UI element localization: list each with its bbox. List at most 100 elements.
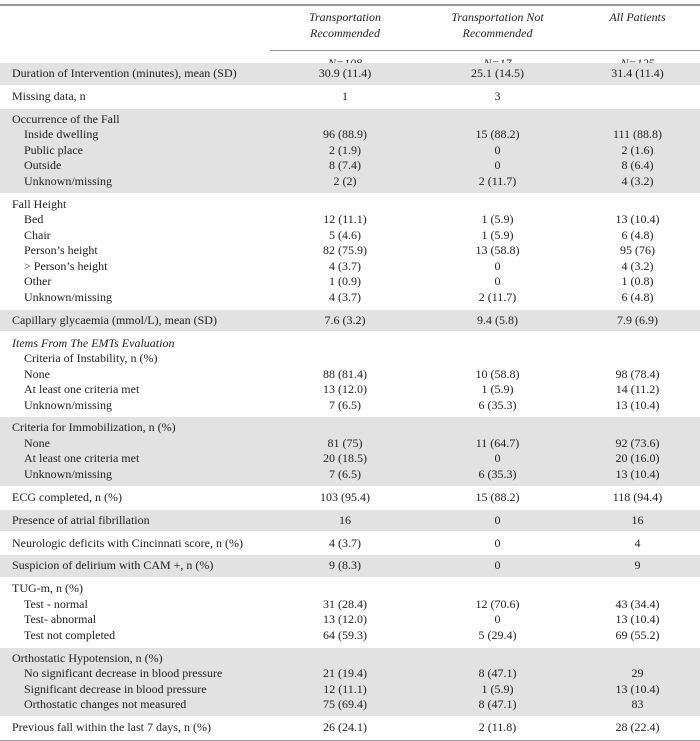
column-title-line2: Recommended (310, 25, 380, 40)
table-cell: 1 (5.9) (481, 382, 514, 397)
table-row: None 81 (75) 11 (64.7) 92 (73.6) (0, 436, 700, 452)
row-label: Missing data, n (12, 89, 86, 104)
table-row: Neurologic deficits with Cincinnati scor… (0, 536, 700, 552)
table-cell: 5 (4.6) (329, 227, 361, 242)
table-cell: 8 (6.4) (621, 158, 654, 173)
table-cell: 9 (634, 558, 641, 573)
table-cell: 2 (1.9) (329, 142, 361, 157)
row-label: No significant decrease in blood pressur… (24, 666, 223, 681)
table-row: ECG completed, n (%) 103 (95.4) 15 (88.2) 1… (0, 490, 700, 506)
table-cell: 81 (75) (327, 435, 363, 450)
table-cell: 13 (10.4) (615, 212, 660, 227)
table-cell: 0 (494, 274, 501, 289)
row-label: Chair (24, 227, 51, 242)
table-row: Unknown/missing 2 (2) 2 (11.7) 4 (3.2) (0, 174, 700, 190)
table-cell: 4 (634, 535, 641, 550)
column-title-line1: Transportation Not (451, 10, 544, 24)
table-cell: 13 (12.0) (323, 382, 367, 397)
table-row: Orthostatic Hypotension, n (%) (0, 651, 700, 667)
table-cell: 0 (494, 142, 501, 157)
table-row: Bed 12 (11.1) 1 (5.9) 13 (10.4) (0, 212, 700, 228)
row-label: Unknown/missing (24, 173, 113, 188)
header-rule (270, 50, 700, 51)
table-cell: 3 (494, 89, 501, 104)
table-row-group: ECG completed, n (%) 103 (95.4) 15 (88.2) 1… (0, 487, 700, 510)
row-label: Items From The EMTs Evaluation (12, 335, 175, 350)
table-row-group: Capillary glycaemia (mmol/L), mean (SD) 7… (0, 309, 700, 333)
table-cell: 1 (5.9) (481, 227, 514, 242)
table-cell: 21 (19.4) (323, 666, 367, 681)
table-row: > Person’s height 4 (3.7) 0 4 (3.2) (0, 259, 700, 275)
table-cell: 20 (18.5) (323, 451, 367, 466)
table-cell: 1 (5.9) (481, 212, 514, 227)
table-row-group: Orthostatic Hypotension, n (%) No signifi… (0, 647, 700, 717)
table-cell: 6 (4.8) (621, 289, 654, 304)
table-cell: 0 (494, 558, 501, 573)
column-header-transport-not-recommended: Transportation Not Recommended (420, 10, 575, 41)
table-cell: 1 (0.9) (329, 274, 361, 289)
table-cell: 12 (70.6) (475, 596, 520, 611)
table-cell: 16 (339, 512, 351, 527)
table-cell: 31.4 (11.4) (611, 66, 664, 81)
table-cell: 2 (11.8) (478, 720, 517, 735)
table-cell: 6 (35.3) (478, 466, 517, 481)
column-title-line2: Recommended (462, 25, 533, 40)
table-cell: 7 (6.5) (329, 466, 361, 481)
row-label: TUG-m, n (%) (12, 581, 83, 596)
table-cell: 1 (0.8) (621, 274, 654, 289)
row-label: At least one criteria met (24, 382, 140, 397)
table-cell: 0 (494, 612, 501, 627)
table-cell: 118 (94.4) (612, 489, 663, 504)
table-cell: 0 (494, 258, 501, 273)
table-row: Occurrence of the Fall (0, 112, 700, 128)
table-cell: 26 (24.1) (323, 720, 367, 735)
row-label: Criteria for Immobilization, n (%) (12, 420, 176, 435)
table-cell: 4 (3.2) (621, 173, 654, 188)
row-label: Test - normal (24, 596, 88, 611)
table-row-group: Presence of atrial fibrillation 16 0 16 (0, 509, 700, 533)
table-cell: 13 (12.0) (323, 612, 367, 627)
table-cell: 13 (10.4) (615, 612, 660, 627)
row-label: Orthostatic Hypotension, n (%) (12, 650, 163, 665)
table-cell: 95 (76) (620, 243, 655, 258)
row-label: None (24, 366, 50, 381)
table-row: No significant decrease in blood pressur… (0, 666, 700, 682)
table-row: Outside 8 (7.4) 0 8 (6.4) (0, 158, 700, 174)
table-row: Criteria for Immobilization, n (%) (0, 420, 700, 436)
table-row: Missing data, n 1 3 (0, 89, 700, 105)
table-cell: 4 (3.7) (329, 258, 361, 273)
table-cell: 2 (11.7) (478, 173, 517, 188)
table-row-group: Previous fall within the last 7 days, n … (0, 717, 700, 740)
table-cell: 6 (4.8) (621, 227, 654, 242)
table-cell: 2 (1.6) (621, 142, 654, 157)
table-row: Test - normal 31 (28.4) 12 (70.6) 43 (34.4) (0, 597, 700, 613)
table-cell: 1 (342, 89, 348, 104)
table-cell: 9.4 (5.8) (477, 312, 518, 327)
table-cell: 4 (3.7) (329, 289, 361, 304)
table-row: Duration of Intervention (minutes), mean… (0, 66, 700, 82)
table-row-group: Fall Height Bed 12 (11.1) 1 (5.9) 13 (10.4) C… (0, 194, 700, 310)
table-row-group: TUG-m, n (%) Test - normal 31 (28.4) 12 (70… (0, 578, 700, 648)
table-row-group: Neurologic deficits with Cincinnati scor… (0, 532, 700, 556)
table-row: Significant decrease in blood pressure 12… (0, 682, 700, 698)
row-label: Test- abnormal (24, 612, 97, 627)
table-row: Test- abnormal 13 (12.0) 0 13 (10.4) (0, 612, 700, 628)
table-row: TUG-m, n (%) (0, 581, 700, 597)
table-cell: 7 (6.5) (329, 397, 361, 412)
table-cell: 92 (73.6) (615, 435, 660, 450)
table-row: Unknown/missing 7 (6.5) 6 (35.3) 13 (10.4) (0, 398, 700, 414)
column-header-transport-recommended: Transportation Recommended (270, 10, 420, 41)
table-row: Suspicion of delirium with CAM +, n (%) 9… (0, 558, 700, 574)
table-row-group: Items From The EMTs Evaluation Criteria o… (0, 332, 700, 418)
table-cell: 11 (64.7) (475, 435, 520, 450)
row-label: Unknown/missing (24, 289, 113, 304)
table-top-rule (0, 4, 700, 6)
table-row: Chair 5 (4.6) 1 (5.9) 6 (4.8) (0, 228, 700, 244)
row-label: Bed (24, 212, 44, 227)
column-header-all-patients: All Patients (575, 10, 700, 26)
table-cell: 30.9 (11.4) (318, 66, 372, 81)
table-cell: 14 (11.2) (615, 382, 660, 397)
table-cell: 69 (55.2) (615, 627, 660, 642)
table-row: Unknown/missing 4 (3.7) 2 (11.7) 6 (4.8) (0, 290, 700, 306)
table-row: Test not completed 64 (59.3) 5 (29.4) 69 (5… (0, 628, 700, 644)
